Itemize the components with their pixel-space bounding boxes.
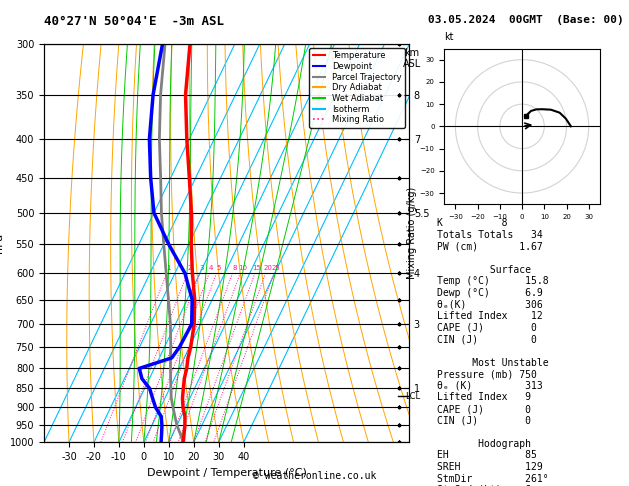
Text: 20: 20: [263, 264, 272, 271]
Text: 8: 8: [232, 264, 237, 271]
Text: km
ASL: km ASL: [403, 48, 421, 69]
Text: 4: 4: [209, 264, 213, 271]
Text: 2: 2: [187, 264, 192, 271]
Text: 3: 3: [200, 264, 204, 271]
Text: LCL: LCL: [405, 392, 420, 400]
Text: 40°27'N 50°04'E  -3m ASL: 40°27'N 50°04'E -3m ASL: [44, 15, 224, 28]
X-axis label: Dewpoint / Temperature (°C): Dewpoint / Temperature (°C): [147, 468, 306, 478]
Text: 25: 25: [272, 264, 281, 271]
Text: 5: 5: [216, 264, 221, 271]
Text: 10: 10: [238, 264, 247, 271]
Text: 03.05.2024  00GMT  (Base: 00): 03.05.2024 00GMT (Base: 00): [428, 15, 623, 25]
Text: 1: 1: [167, 264, 171, 271]
Text: Mixing Ratio (g/kg): Mixing Ratio (g/kg): [407, 187, 417, 279]
Legend: Temperature, Dewpoint, Parcel Trajectory, Dry Adiabat, Wet Adiabat, Isotherm, Mi: Temperature, Dewpoint, Parcel Trajectory…: [309, 48, 404, 127]
Y-axis label: hPa: hPa: [0, 233, 4, 253]
Text: © weatheronline.co.uk: © weatheronline.co.uk: [253, 471, 376, 481]
Text: K          8
Totals Totals   34
PW (cm)       1.67

         Surface
Temp (°C)  : K 8 Totals Totals 34 PW (cm) 1.67 Surfac…: [437, 218, 548, 486]
Text: 15: 15: [252, 264, 262, 271]
Text: kt: kt: [444, 32, 454, 42]
